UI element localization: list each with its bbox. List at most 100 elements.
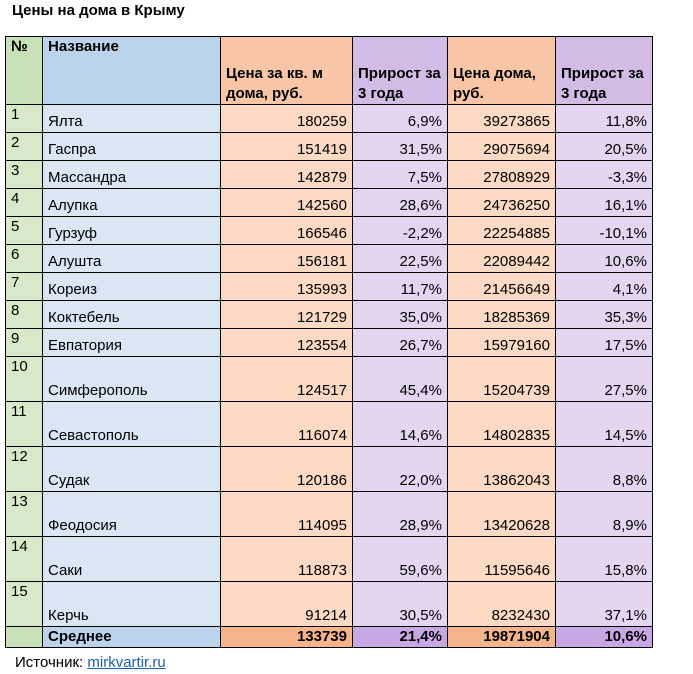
row-name: Судак bbox=[42, 446, 221, 492]
average-price-sqm: 133739 bbox=[220, 626, 353, 648]
row-growth-house: 11,8% bbox=[555, 104, 653, 133]
row-price-sqm: 135993 bbox=[220, 272, 353, 301]
row-price-house: 21456649 bbox=[447, 272, 556, 301]
row-name: Алупка bbox=[42, 188, 221, 217]
header-growth-sqm: Прирост за 3 года bbox=[352, 36, 448, 105]
table-row: 4 Алупка 142560 28,6% 24736250 16,1% bbox=[5, 188, 653, 217]
row-growth-house: -10,1% bbox=[555, 216, 653, 245]
row-name: Гаспра bbox=[42, 132, 221, 161]
source-label: Источник: bbox=[15, 654, 88, 671]
table-row: 3 Массандра 142879 7,5% 27808929 -3,3% bbox=[5, 160, 653, 189]
table-row: 2 Гаспра 151419 31,5% 29075694 20,5% bbox=[5, 132, 653, 161]
table-row: 9 Евпатория 123554 26,7% 15979160 17,5% bbox=[5, 328, 653, 357]
row-no: 10 bbox=[5, 356, 43, 402]
row-price-house: 24736250 bbox=[447, 188, 556, 217]
row-growth-sqm: 22,0% bbox=[352, 446, 448, 492]
row-no: 6 bbox=[5, 244, 43, 273]
row-no: 15 bbox=[5, 581, 43, 627]
row-price-house: 39273865 bbox=[447, 104, 556, 133]
row-growth-sqm: -2,2% bbox=[352, 216, 448, 245]
table-body: 1 Ялта 180259 6,9% 39273865 11,8% 2 Гаспра 15141… bbox=[5, 104, 653, 627]
row-no: 7 bbox=[5, 272, 43, 301]
row-name: Саки bbox=[42, 536, 221, 582]
row-price-sqm: 116074 bbox=[220, 401, 353, 447]
row-price-sqm: 142560 bbox=[220, 188, 353, 217]
row-no: 11 bbox=[5, 401, 43, 447]
source-line: Источник: mirkvartir.ru bbox=[15, 653, 166, 673]
row-no: 3 bbox=[5, 160, 43, 189]
row-growth-house: 14,5% bbox=[555, 401, 653, 447]
row-name: Севастополь bbox=[42, 401, 221, 447]
row-no: 12 bbox=[5, 446, 43, 492]
row-no: 1 bbox=[5, 104, 43, 133]
row-no: 2 bbox=[5, 132, 43, 161]
average-growth-house: 10,6% bbox=[555, 626, 653, 648]
table-row: 6 Алушта 156181 22,5% 22089442 10,6% bbox=[5, 244, 653, 273]
row-growth-sqm: 28,9% bbox=[352, 491, 448, 537]
row-price-sqm: 166546 bbox=[220, 216, 353, 245]
header-growth-house: Прирост за 3 года bbox=[555, 36, 653, 105]
row-price-house: 14802835 bbox=[447, 401, 556, 447]
prices-table: № Название Цена за кв. м дома, руб. Прир… bbox=[5, 36, 653, 648]
row-growth-sqm: 35,0% bbox=[352, 300, 448, 329]
row-no: 4 bbox=[5, 188, 43, 217]
row-price-house: 13862043 bbox=[447, 446, 556, 492]
row-growth-sqm: 6,9% bbox=[352, 104, 448, 133]
average-row: Среднее 133739 21,4% 19871904 10,6% bbox=[5, 626, 653, 648]
row-growth-house: 17,5% bbox=[555, 328, 653, 357]
row-no: 9 bbox=[5, 328, 43, 357]
row-growth-house: 4,1% bbox=[555, 272, 653, 301]
row-name: Кореиз bbox=[42, 272, 221, 301]
row-growth-house: 37,1% bbox=[555, 581, 653, 627]
header-row: № Название Цена за кв. м дома, руб. Прир… bbox=[5, 36, 653, 105]
row-growth-sqm: 26,7% bbox=[352, 328, 448, 357]
row-growth-sqm: 45,4% bbox=[352, 356, 448, 402]
header-price-sqm: Цена за кв. м дома, руб. bbox=[220, 36, 353, 105]
table-row: 7 Кореиз 135993 11,7% 21456649 4,1% bbox=[5, 272, 653, 301]
row-growth-house: -3,3% bbox=[555, 160, 653, 189]
row-name: Симферополь bbox=[42, 356, 221, 402]
row-no: 5 bbox=[5, 216, 43, 245]
average-label: Среднее bbox=[42, 626, 221, 648]
page-title: Цены на дома в Крыму bbox=[12, 2, 185, 19]
source-link[interactable]: mirkvartir.ru bbox=[87, 654, 166, 671]
row-price-house: 22254885 bbox=[447, 216, 556, 245]
row-price-house: 15204739 bbox=[447, 356, 556, 402]
row-price-sqm: 114095 bbox=[220, 491, 353, 537]
row-growth-house: 8,8% bbox=[555, 446, 653, 492]
row-name: Массандра bbox=[42, 160, 221, 189]
table-row: 11 Севастополь 116074 14,6% 14802835 14,5% bbox=[5, 401, 653, 447]
table-row: 10 Симферополь 124517 45,4% 15204739 27,5% bbox=[5, 356, 653, 402]
row-price-sqm: 142879 bbox=[220, 160, 353, 189]
row-price-sqm: 120186 bbox=[220, 446, 353, 492]
row-growth-house: 35,3% bbox=[555, 300, 653, 329]
header-no: № bbox=[5, 36, 43, 105]
row-growth-house: 20,5% bbox=[555, 132, 653, 161]
header-name: Название bbox=[42, 36, 221, 105]
row-name: Алушта bbox=[42, 244, 221, 273]
row-price-sqm: 123554 bbox=[220, 328, 353, 357]
row-price-sqm: 156181 bbox=[220, 244, 353, 273]
table-row: 12 Судак 120186 22,0% 13862043 8,8% bbox=[5, 446, 653, 492]
row-price-sqm: 180259 bbox=[220, 104, 353, 133]
row-no: 14 bbox=[5, 536, 43, 582]
row-name: Ялта bbox=[42, 104, 221, 133]
average-price-house: 19871904 bbox=[447, 626, 556, 648]
row-price-house: 11595646 bbox=[447, 536, 556, 582]
row-price-sqm: 91214 bbox=[220, 581, 353, 627]
table-row: 13 Феодосия 114095 28,9% 13420628 8,9% bbox=[5, 491, 653, 537]
table-row: 15 Керчь 91214 30,5% 8232430 37,1% bbox=[5, 581, 653, 627]
row-growth-house: 16,1% bbox=[555, 188, 653, 217]
row-price-house: 22089442 bbox=[447, 244, 556, 273]
row-growth-sqm: 11,7% bbox=[352, 272, 448, 301]
row-growth-sqm: 14,6% bbox=[352, 401, 448, 447]
row-price-house: 27808929 bbox=[447, 160, 556, 189]
row-name: Феодосия bbox=[42, 491, 221, 537]
row-growth-house: 15,8% bbox=[555, 536, 653, 582]
row-price-house: 15979160 bbox=[447, 328, 556, 357]
header-price-house: Цена дома, руб. bbox=[447, 36, 556, 105]
table-row: 14 Саки 118873 59,6% 11595646 15,8% bbox=[5, 536, 653, 582]
row-price-sqm: 118873 bbox=[220, 536, 353, 582]
row-price-house: 13420628 bbox=[447, 491, 556, 537]
row-name: Евпатория bbox=[42, 328, 221, 357]
